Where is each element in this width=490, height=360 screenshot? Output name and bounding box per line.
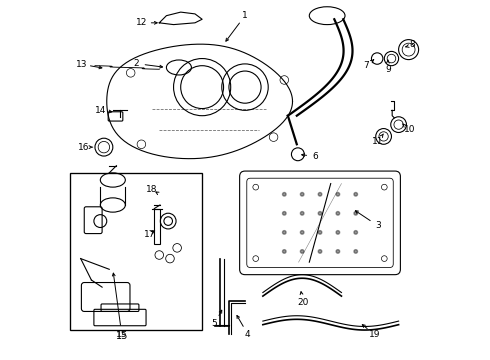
- Circle shape: [283, 212, 286, 215]
- Text: 7: 7: [364, 61, 369, 70]
- Circle shape: [300, 249, 304, 253]
- Text: 19: 19: [368, 330, 380, 339]
- Text: 11: 11: [372, 137, 384, 146]
- Circle shape: [283, 249, 286, 253]
- Circle shape: [354, 212, 358, 215]
- Circle shape: [300, 231, 304, 234]
- Circle shape: [336, 249, 340, 253]
- Text: 4: 4: [245, 330, 251, 339]
- Circle shape: [336, 212, 340, 215]
- Text: 12: 12: [136, 18, 148, 27]
- Circle shape: [283, 193, 286, 196]
- Bar: [70, 173, 202, 330]
- Circle shape: [354, 193, 358, 196]
- Text: 2: 2: [133, 59, 139, 68]
- Text: 15: 15: [116, 330, 127, 339]
- Circle shape: [318, 193, 322, 196]
- Text: 9: 9: [385, 66, 391, 75]
- Circle shape: [336, 193, 340, 196]
- Circle shape: [354, 231, 358, 234]
- Text: 18: 18: [146, 185, 157, 194]
- Circle shape: [318, 212, 322, 215]
- Circle shape: [300, 193, 304, 196]
- Text: 16: 16: [78, 143, 89, 152]
- Text: 20: 20: [297, 298, 309, 307]
- Text: 13: 13: [75, 60, 87, 69]
- Bar: [154, 208, 160, 244]
- Circle shape: [336, 231, 340, 234]
- Text: 5: 5: [212, 319, 218, 328]
- Circle shape: [354, 249, 358, 253]
- Text: 3: 3: [375, 221, 381, 230]
- Circle shape: [300, 212, 304, 215]
- Circle shape: [283, 231, 286, 234]
- Text: 8: 8: [409, 40, 415, 49]
- Circle shape: [318, 249, 322, 253]
- Text: 10: 10: [404, 126, 415, 135]
- Circle shape: [318, 231, 322, 234]
- Text: 6: 6: [313, 152, 318, 161]
- Text: 15: 15: [116, 331, 128, 341]
- Text: 1: 1: [242, 11, 248, 20]
- Text: 17: 17: [144, 230, 155, 239]
- Text: 14: 14: [95, 106, 106, 115]
